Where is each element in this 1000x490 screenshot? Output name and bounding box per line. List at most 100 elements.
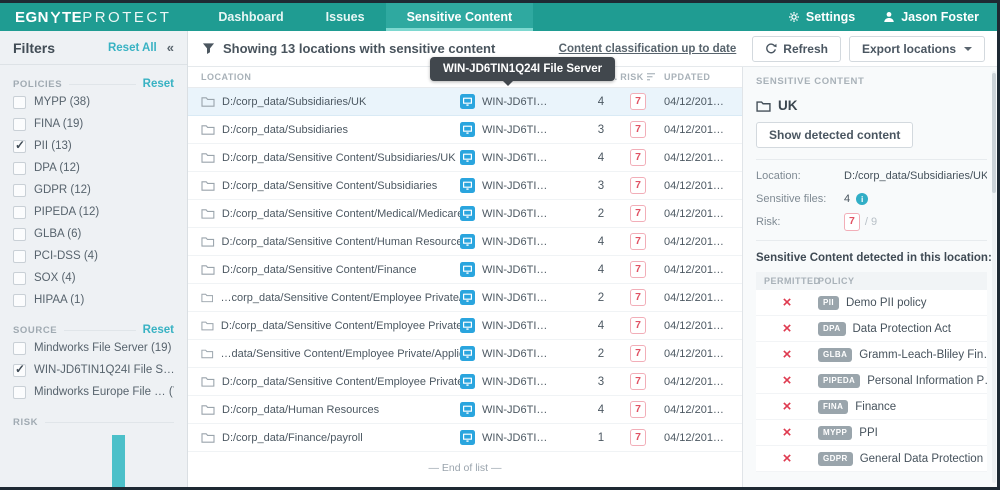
policy-row[interactable]: × GDPR General Data Protection … <box>756 446 987 472</box>
checkbox[interactable] <box>13 95 26 109</box>
show-detected-content-button[interactable]: Show detected content <box>756 122 914 148</box>
table-row[interactable]: D:/corp_data/Finance/payroll WIN-JD6TI… … <box>188 424 742 452</box>
column-header-location[interactable]: LOCATION <box>201 72 252 82</box>
server-name: WIN-JD6TI… <box>482 319 548 332</box>
checkbox[interactable] <box>13 227 26 241</box>
policy-row[interactable]: × PII Demo PII policy <box>756 290 987 316</box>
table-row[interactable]: D:/corp_data/Human Resources WIN-JD6TI… … <box>188 396 742 424</box>
sensitive-files-label: Sensitive files: <box>756 193 827 205</box>
info-icon[interactable]: i <box>856 193 869 205</box>
sensitive-files-count: 4 <box>597 235 605 248</box>
checkbox[interactable] <box>13 161 26 175</box>
column-header-updated[interactable]: UPDATED <box>664 72 711 82</box>
panel-scrollbar-track[interactable] <box>992 71 996 483</box>
server-tooltip: WIN-JD6TIN1Q24I File Server <box>430 57 616 86</box>
policy-filter-item[interactable]: GLBA (6) <box>13 223 174 245</box>
updated-date: 04/12/201… <box>664 291 724 304</box>
sensitive-files-count: 2 <box>597 347 605 360</box>
policy-filter-item[interactable]: PCI-DSS (4) <box>13 245 174 267</box>
policy-code-badge: PIPEDA <box>818 373 861 388</box>
policy-filter-item[interactable]: SOX (4) <box>13 267 174 289</box>
source-reset-link[interactable]: Reset <box>142 324 174 336</box>
policies-reset-link[interactable]: Reset <box>142 78 174 90</box>
checkbox[interactable] <box>13 341 26 355</box>
risk-cell: 7 <box>618 344 658 363</box>
source-filter-item[interactable]: Mindworks Europe File … (7) <box>13 381 174 403</box>
table-row[interactable]: D:/corp_data/Sensitive Content/Human Res… <box>188 228 742 256</box>
not-permitted-x-icon: × <box>782 320 792 337</box>
column-header-risk[interactable]: RISK <box>618 72 658 82</box>
checkbox[interactable] <box>13 205 26 219</box>
checkbox[interactable] <box>13 249 26 263</box>
settings-menu[interactable]: Settings <box>788 10 855 24</box>
reset-all-link[interactable]: Reset All <box>107 41 157 54</box>
checkbox[interactable] <box>13 385 26 399</box>
table-row[interactable]: D:/corp_data/Sensitive Content/Subsidiar… <box>188 172 742 200</box>
not-permitted-x-icon: × <box>782 424 792 441</box>
table-row[interactable]: D:/corp_data/Sensitive Content/Subsidiar… <box>188 144 742 172</box>
policy-row[interactable]: × PIPEDA Personal Information P… <box>756 368 987 394</box>
server-cell: WIN-JD6TI… <box>460 122 584 137</box>
policy-filter-label: FINA (19) <box>34 118 84 130</box>
nav-tab-label: Issues <box>325 10 365 24</box>
risk-score-badge: 7 <box>630 176 646 195</box>
user-menu[interactable]: Jason Foster <box>883 10 979 24</box>
policy-code-badge: MYPP <box>818 425 853 440</box>
sensitive-files-count: 1 <box>597 431 605 444</box>
table-row[interactable]: D:/corp_data/Sensitive Content/Finance W… <box>188 256 742 284</box>
refresh-button[interactable]: Refresh <box>752 35 841 62</box>
table-row[interactable]: D:/corp_data/Sensitive Content/Medical/M… <box>188 200 742 228</box>
checkbox[interactable] <box>13 183 26 197</box>
server-name: WIN-JD6TI… <box>482 263 548 276</box>
locations-table: LOCATION SENSITIVE … RISK UPDATED <box>188 67 743 487</box>
location-cell: D:/corp_data/Subsidiaries <box>188 124 460 136</box>
nav-tab[interactable]: Sensitive Content <box>385 3 534 31</box>
policy-filter-item[interactable]: MYPP (38) <box>13 91 174 113</box>
policy-filter-item[interactable]: GDPR (12) <box>13 179 174 201</box>
policy-row[interactable]: × FINA Finance <box>756 394 987 420</box>
policies-table-header: PERMITTED POLICY <box>756 272 987 290</box>
source-filter-item[interactable]: WIN-JD6TIN1Q24I File S… (13) <box>13 359 174 381</box>
policy-row[interactable]: × DPA Data Protection Act <box>756 316 987 342</box>
checkbox[interactable] <box>13 362 26 377</box>
policy-filter-item[interactable]: DPA (12) <box>13 157 174 179</box>
updated-date: 04/12/201… <box>664 95 724 108</box>
location-cell: D:/corp_data/Finance/payroll <box>188 432 460 444</box>
collapse-sidebar-icon[interactable]: « <box>166 40 174 55</box>
table-row[interactable]: D:/corp_data/Sensitive Content/Employee … <box>188 312 742 340</box>
nav-tab[interactable]: Dashboard <box>197 3 304 31</box>
location-detail-row: Location: D:/corp_data/Subsidiaries/UK <box>756 169 987 183</box>
export-locations-button[interactable]: Export locations <box>848 35 985 62</box>
source-filter-item[interactable]: Mindworks File Server (19) <box>13 337 174 359</box>
policies-section-header: POLICIES Reset <box>13 77 174 91</box>
policy-filter-item[interactable]: PII (13) <box>13 135 174 157</box>
table-row[interactable]: D:/corp_data/Subsidiaries/UK WIN-JD6TI… … <box>188 88 742 116</box>
risk-score-badge: 7 <box>630 400 646 419</box>
folder-icon <box>201 293 214 303</box>
table-row[interactable]: D:/corp_data/Subsidiaries WIN-JD6TI… 3 7… <box>188 116 742 144</box>
filters-sidebar: Filters Reset All « POLICIES Reset MYPP … <box>0 31 188 487</box>
policy-row[interactable]: × GLBA Gramm-Leach-Bliley Fin… <box>756 342 987 368</box>
risk-score-badge: 7 <box>630 316 646 335</box>
policy-filter-item[interactable]: PIPEDA (12) <box>13 201 174 223</box>
panel-scrollbar-thumb[interactable] <box>992 73 996 193</box>
checkbox[interactable] <box>13 293 26 307</box>
location-value: D:/corp_data/Subsidiaries/UK <box>844 170 987 182</box>
updated-date: 04/12/201… <box>664 123 724 136</box>
nav-tab[interactable]: Issues <box>305 3 386 31</box>
checkbox[interactable] <box>13 138 26 153</box>
table-row[interactable]: …corp_data/Sensitive Content/Employee Pr… <box>188 284 742 312</box>
table-row[interactable]: D:/corp_data/Sensitive Content/Employee … <box>188 368 742 396</box>
policy-row[interactable]: × MYPP PPI <box>756 420 987 446</box>
file-server-icon <box>460 206 475 221</box>
policy-code-badge: GLBA <box>818 347 853 362</box>
policy-filter-label: MYPP (38) <box>34 96 91 108</box>
table-row[interactable]: …data/Sensitive Content/Employee Private… <box>188 340 742 368</box>
checkbox[interactable] <box>13 271 26 285</box>
risk-histogram[interactable] <box>13 432 174 487</box>
policy-filter-item[interactable]: HIPAA (1) <box>13 289 174 311</box>
classification-status-link[interactable]: Content classification up to date <box>558 42 737 55</box>
policy-filter-item[interactable]: FINA (19) <box>13 113 174 135</box>
policy-code-badge: GDPR <box>818 451 853 466</box>
checkbox[interactable] <box>13 117 26 131</box>
